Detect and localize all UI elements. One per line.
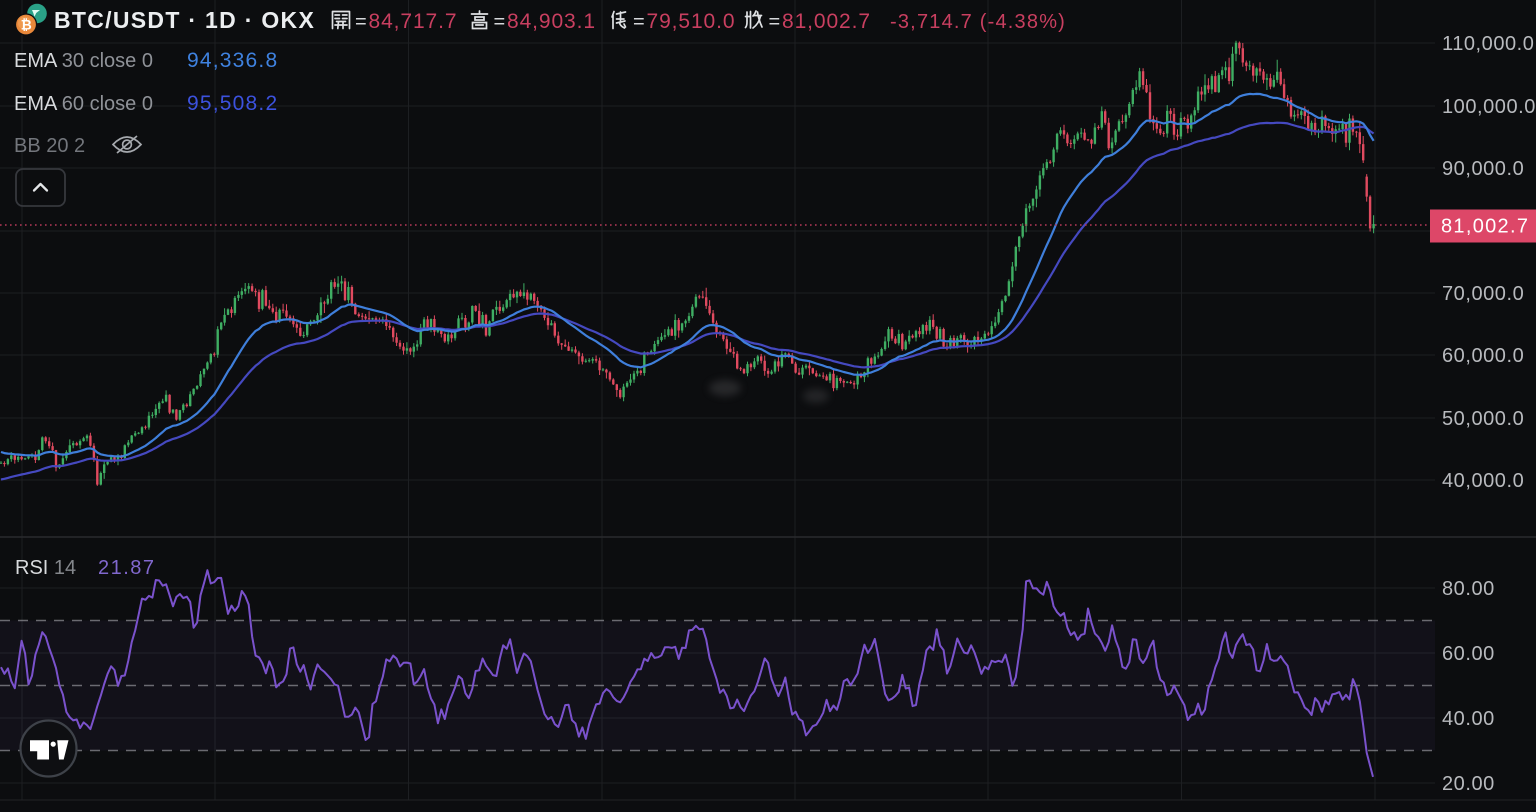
svg-text:60,000.0: 60,000.0 <box>1442 345 1524 367</box>
svg-text:81,002.7: 81,002.7 <box>1441 216 1529 238</box>
svg-text:EMA 60 close 095,508.2: EMA 60 close 0 95,508.2 <box>14 92 278 115</box>
svg-text:40,000.0: 40,000.0 <box>1442 470 1524 492</box>
svg-text:79,510.0: 79,510.0 <box>647 10 736 33</box>
svg-text:50,000.0: 50,000.0 <box>1442 408 1524 430</box>
svg-text:EMA 30 close 094,336.8: EMA 30 close 0 94,336.8 <box>14 49 278 72</box>
svg-text:90,000.0: 90,000.0 <box>1442 158 1524 180</box>
svg-text:=: = <box>494 11 506 33</box>
svg-text:40.00: 40.00 <box>1442 708 1495 730</box>
svg-text:=: = <box>633 11 645 33</box>
svg-text:80.00: 80.00 <box>1442 578 1495 600</box>
svg-text:81,002.7: 81,002.7 <box>782 10 871 33</box>
svg-text:60.00: 60.00 <box>1442 643 1495 665</box>
svg-text:₿: ₿ <box>21 18 32 33</box>
svg-text:110,000.0: 110,000.0 <box>1442 33 1534 55</box>
svg-text:84,717.7: 84,717.7 <box>369 10 458 33</box>
svg-text:100,000.0: 100,000.0 <box>1442 96 1536 118</box>
svg-text:=: = <box>769 11 781 33</box>
svg-text:-3,714.7 (-4.38%): -3,714.7 (-4.38%) <box>890 11 1066 33</box>
svg-text:20.00: 20.00 <box>1442 773 1495 795</box>
svg-text:BB 20 2: BB 20 2 <box>14 135 85 157</box>
svg-text:70,000.0: 70,000.0 <box>1442 283 1524 305</box>
svg-text:BTC/USDT · 1D · OKX: BTC/USDT · 1D · OKX <box>54 7 315 33</box>
svg-text:=: = <box>355 11 367 33</box>
svg-text:84,903.1: 84,903.1 <box>507 10 596 33</box>
